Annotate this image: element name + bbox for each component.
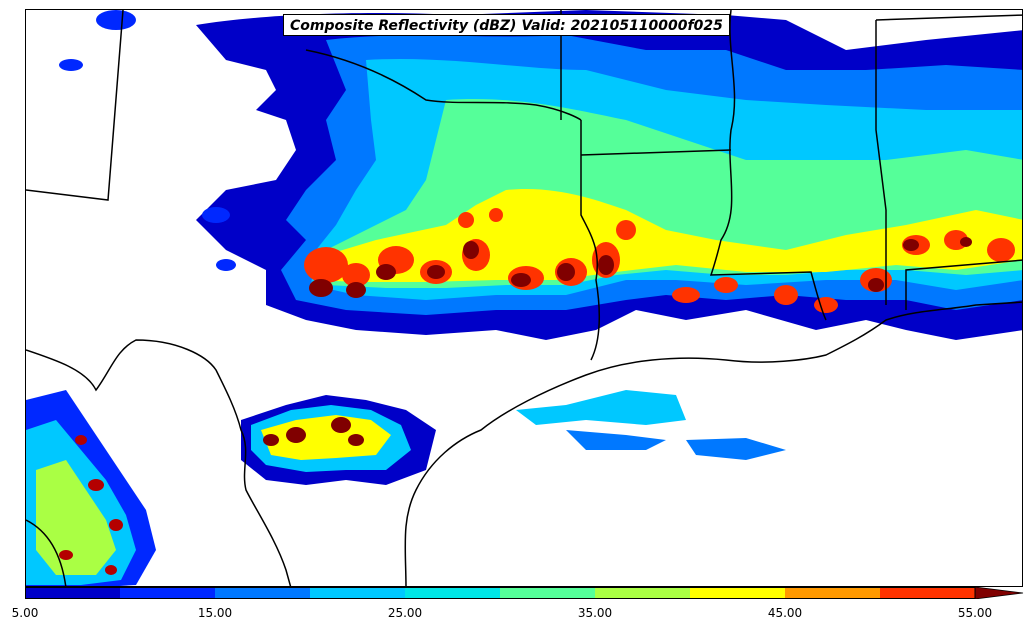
echo-cluster-central-texas-yellow <box>261 415 391 460</box>
reflectivity-map <box>26 10 1022 586</box>
colorbar <box>25 587 1024 599</box>
intense-cores <box>309 237 972 298</box>
colorbar-segment <box>405 587 501 599</box>
echo-gulf-band-south <box>566 430 666 450</box>
convective-cores <box>304 208 1015 313</box>
colorbar-tick-label: 55.00 <box>957 606 993 620</box>
colorbar-segment <box>25 587 121 599</box>
state-line-arkansas-louisiana <box>580 149 732 156</box>
echo-cluster-south-texas-yellow <box>36 460 116 575</box>
map-panel <box>25 9 1023 587</box>
colorbar-segment <box>785 587 881 599</box>
state-line-mississippi-alabama <box>875 20 887 305</box>
reflectivity-echoes <box>26 10 1022 586</box>
colorbar-segment <box>215 587 311 599</box>
echo-gulf-bands <box>516 390 686 425</box>
south-texas-cores <box>59 435 123 575</box>
colorbar-tick-label: 45.00 <box>767 606 803 620</box>
state-line-oklahoma-west <box>26 10 124 201</box>
state-line-red-river <box>305 49 582 121</box>
colorbar-outline <box>25 587 976 599</box>
colorbar-segment <box>690 587 786 599</box>
state-line-alabama-florida <box>905 259 1022 310</box>
scattered-cells-north <box>59 10 236 271</box>
colorbar-tick-label: 5.00 <box>11 606 39 620</box>
state-line-louisiana-texas <box>580 120 601 361</box>
colorbar-extend-arrow <box>974 587 1024 599</box>
colorbar-tick-label: 35.00 <box>577 606 613 620</box>
colorbar-tick-label: 15.00 <box>197 606 233 620</box>
colorbar-segment <box>120 587 216 599</box>
map-title: Composite Reflectivity (dBZ) Valid: 2021… <box>283 14 730 36</box>
echo-gulf-band-east <box>686 438 786 460</box>
colorbar-segment <box>595 587 691 599</box>
colorbar-tick-label: 25.00 <box>387 606 423 620</box>
colorbar-segment <box>880 587 976 599</box>
state-line-south-tx <box>26 519 67 586</box>
central-texas-cores <box>263 417 364 446</box>
coastline-texas <box>404 301 1022 586</box>
colorbar-segment <box>500 587 596 599</box>
state-line-rio-grande <box>26 339 292 586</box>
map-boundaries <box>26 10 1022 586</box>
state-line-mississippi-river <box>709 10 827 321</box>
state-line-alabama-georgia <box>875 14 1022 21</box>
colorbar-segment <box>310 587 406 599</box>
